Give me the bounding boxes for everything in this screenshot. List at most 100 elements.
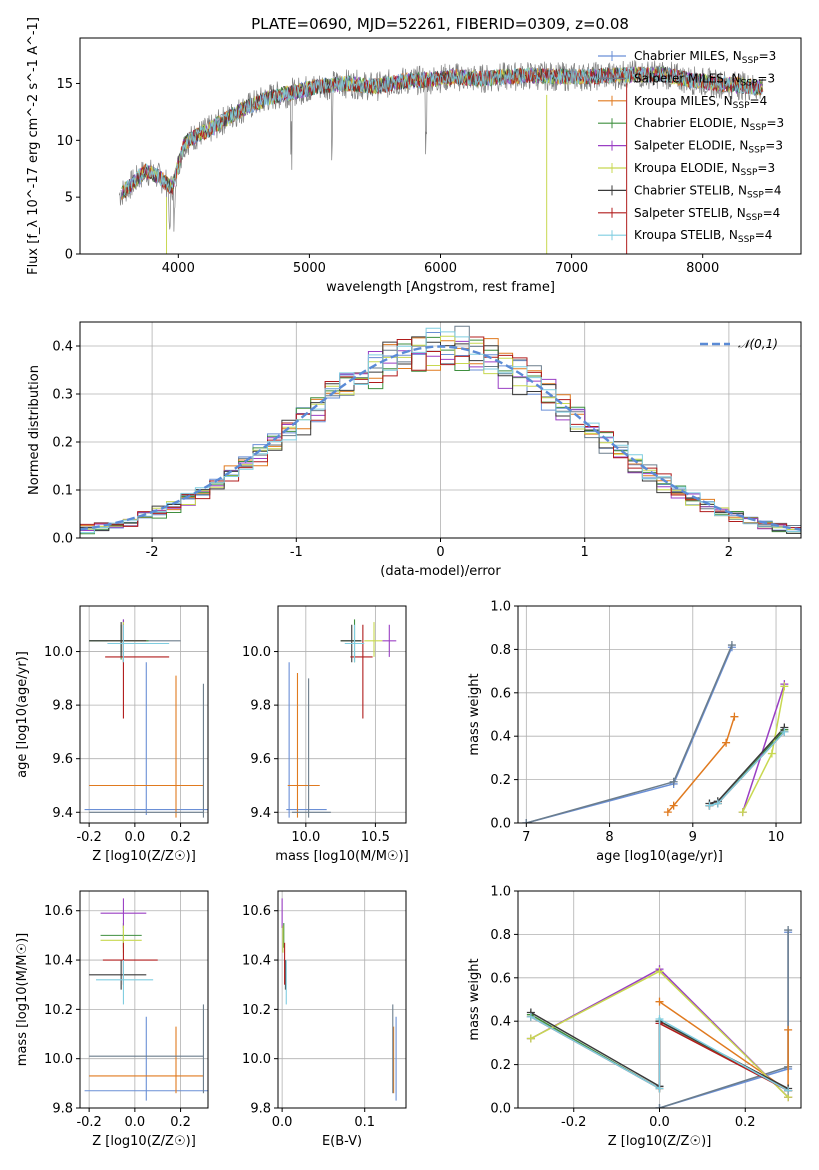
massweight-vs-Z-chart-y-axis-label: mass weight	[467, 958, 482, 1040]
mass-weight-marker	[713, 799, 722, 808]
spectrum-model-line	[121, 66, 763, 200]
legend-label: Chabrier MILES, NSSP=3	[634, 49, 776, 66]
legend-label: Salpeter STELIB, NSSP=4	[634, 206, 780, 223]
residual-chart-plot-area	[80, 325, 801, 535]
x-tick-label: 6000	[424, 261, 457, 276]
mass-weight-marker	[655, 967, 664, 976]
mass-weight-marker	[705, 801, 714, 810]
x-tick-label: 0.2	[170, 1115, 191, 1130]
mass-weight-line	[526, 646, 733, 823]
y-tick-label: 10.0	[44, 645, 73, 660]
massweight-vs-Z-chart-x-axis-label: Z [log10(Z/Z☉)]	[608, 1134, 712, 1149]
y-tick-label: 0.0	[52, 532, 73, 547]
x-tick-label: 0.2	[170, 830, 191, 845]
y-tick-label: 15	[56, 77, 73, 92]
massweight-vs-age-chart-plot-area	[522, 641, 789, 823]
y-tick-label: 0.8	[490, 643, 511, 658]
legend-label: Kroupa STELIB, NSSP=4	[634, 228, 772, 245]
spectrum-chart-y-axis-label: Flux [f_λ 10^-17 erg cm^-2 s^-1 A^-1]	[26, 17, 41, 275]
massweight-vs-Z-chart: -0.2 0.0 0.2 0.0 0.2 0.4 0.6 0.8 1.0 Z [log10(Z/Z…	[467, 885, 802, 1149]
residual-legend-label: 𝒩(0,1)	[738, 337, 778, 351]
massweight-vs-age-chart-x-axis-label: age [log10(age/yr)]	[596, 849, 723, 864]
y-tick-label: 0.1	[52, 484, 73, 499]
x-tick-label: 2	[725, 545, 733, 560]
mass-weight-line	[530, 1016, 789, 1092]
y-tick-label: 0.4	[490, 730, 511, 745]
mass-weight-marker	[767, 749, 776, 758]
x-tick-label: 0	[436, 545, 444, 560]
residual-histogram	[80, 336, 801, 529]
y-tick-label: 10.0	[44, 1052, 73, 1067]
residual-chart: -2 -1 0 1 2 0.0 0.1 0.2 0.3 0.4 (data-model)/error…	[27, 321, 802, 579]
mass-vs-Z-chart-x-axis-label: Z [log10(Z/Z☉)]	[92, 1134, 196, 1149]
y-tick-label: 0.4	[490, 1015, 511, 1030]
y-tick-label: 10.4	[242, 954, 271, 969]
x-tick-label: 0.0	[272, 1115, 293, 1130]
mass-vs-Z-chart: -0.2 0.0 0.2 9.8 10.0 10.2 10.4 10.6 Z [log10(Z/…	[15, 890, 209, 1149]
age-vs-mass-chart-frame	[277, 605, 407, 824]
y-tick-label: 0.4	[52, 340, 73, 355]
mass-weight-line	[709, 726, 785, 805]
mass-vs-Z-chart-plot-area	[84, 898, 208, 1101]
mass-vs-EBV-chart-x-axis-label: E(B-V)	[322, 1134, 362, 1149]
y-tick-label: 0.2	[490, 773, 511, 788]
legend-label: Salpeter MILES, NSSP=3	[634, 71, 775, 88]
residual-chart-y-axis-label: Normed distribution	[27, 365, 42, 495]
figure-title: PLATE=0690, MJD=52261, FIBERID=0309, z=0…	[251, 15, 629, 33]
x-tick-label: 0.2	[735, 1115, 756, 1130]
y-tick-label: 10.4	[44, 954, 73, 969]
y-tick-label: 1.0	[490, 600, 511, 615]
x-tick-label: 4000	[162, 261, 195, 276]
y-tick-label: 9.8	[52, 1102, 73, 1117]
x-tick-label: -2	[146, 545, 159, 560]
x-tick-label: 9	[689, 830, 697, 845]
y-tick-label: 9.6	[250, 752, 271, 767]
y-tick-label: 5	[65, 191, 73, 206]
mass-weight-marker	[526, 1034, 535, 1043]
massweight-vs-Z-chart-plot-area	[526, 926, 793, 1108]
spectrum-chart: 4000 5000 6000 7000 8000 0 5 10 15 wavelength [An…	[26, 17, 802, 295]
mass-vs-EBV-chart-frame	[277, 890, 407, 1109]
mass-vs-EBV-chart: 0.0 0.1 9.8 10.0 10.2 10.4 10.6 E(B-V)	[242, 890, 407, 1149]
spectrum-legend: Chabrier MILES, NSSP=3 Salpeter MILES, NS…	[598, 49, 784, 245]
normal-reference-curve	[80, 345, 801, 531]
x-tick-label: 0.0	[125, 830, 146, 845]
mass-weight-marker	[655, 1015, 664, 1024]
mass-weight-marker	[522, 819, 531, 823]
x-tick-label: 0.0	[125, 1115, 146, 1130]
y-tick-label: 9.8	[250, 1102, 271, 1117]
x-tick-label: 8000	[686, 261, 719, 276]
y-tick-label: 10.6	[242, 904, 271, 919]
mass-weight-marker	[780, 727, 789, 736]
age-vs-mass-chart-x-axis-label: mass [log10(M/M☉)]	[275, 849, 408, 864]
mass-weight-marker	[730, 712, 739, 721]
mass-weight-marker	[738, 808, 747, 817]
spectrum-model-line	[123, 67, 764, 195]
massweight-vs-age-chart-frame	[517, 605, 802, 824]
spectrum-chart-plot-area	[118, 60, 764, 254]
x-tick-label: 7	[522, 830, 530, 845]
massweight-vs-age-chart: 7 8 9 10 0.0 0.2 0.4 0.6 0.8 1.0 age [log10(age/yr…	[467, 600, 802, 864]
mass-weight-marker	[655, 1104, 664, 1108]
legend-label: Chabrier ELODIE, NSSP=3	[634, 116, 784, 133]
mass-weight-marker	[780, 682, 789, 691]
y-tick-label: 9.8	[250, 699, 271, 714]
residual-chart-x-axis-label: (data-model)/error	[380, 564, 501, 579]
y-tick-label: 10.0	[242, 1052, 271, 1067]
y-tick-label: 0.8	[490, 928, 511, 943]
x-tick-label: 8	[605, 830, 613, 845]
legend-label: Kroupa ELODIE, NSSP=3	[634, 161, 775, 178]
x-tick-label: -0.2	[76, 1115, 101, 1130]
age-vs-Z-chart-y-axis-label: age [log10(age/yr)]	[15, 651, 30, 778]
y-tick-label: 1.0	[490, 885, 511, 900]
y-tick-label: 10.2	[44, 1003, 73, 1018]
massweight-vs-age-chart-y-axis-label: mass weight	[467, 673, 482, 755]
x-tick-label: -1	[290, 545, 303, 560]
y-tick-label: 0.6	[490, 971, 511, 986]
x-tick-label: 0.0	[649, 1115, 670, 1130]
x-tick-label: 10	[768, 830, 785, 845]
mass-vs-Z-chart-y-axis-label: mass [log10(M/M☉)]	[15, 933, 30, 1066]
x-tick-label: 0.1	[354, 1115, 375, 1130]
legend-label: Kroupa MILES, NSSP=4	[634, 94, 767, 111]
y-tick-label: 0	[65, 248, 73, 263]
